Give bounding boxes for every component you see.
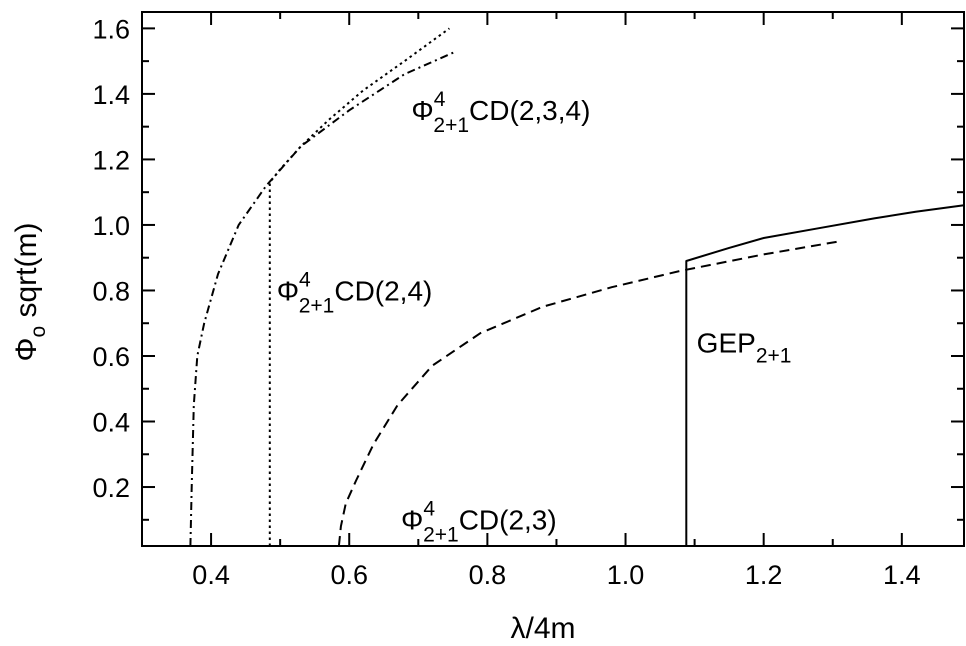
series-group bbox=[189, 27, 965, 547]
x-axis-label: λ/4m bbox=[510, 612, 575, 645]
annotation-superscript: 4 bbox=[299, 268, 311, 291]
annotation-subscript: 2+1 bbox=[433, 114, 469, 137]
x-tick-label: 1.2 bbox=[745, 560, 783, 590]
annotation-superscript: 4 bbox=[434, 88, 446, 111]
annotation-main: Φ bbox=[411, 95, 433, 126]
series-line-cd234 bbox=[189, 50, 457, 547]
y-axis-label-sub: o bbox=[27, 326, 50, 338]
y-tick-label: 1.4 bbox=[92, 80, 130, 110]
y-tick-label: 1.2 bbox=[92, 145, 130, 175]
y-tick-label: 0.2 bbox=[92, 473, 130, 503]
y-axis-label-main: Φ bbox=[10, 338, 43, 362]
annotation-rest: CD(2,3,4) bbox=[469, 95, 590, 126]
x-tick-label: 1.4 bbox=[883, 560, 921, 590]
x-tick-label: 0.4 bbox=[192, 560, 230, 590]
y-tick-label: 0.6 bbox=[92, 342, 130, 372]
y-axis-label-rest: sqrt(m) bbox=[10, 223, 43, 326]
axis-ticks: 0.4 0.6 0.8 1.0 1.2 1.4 0.2 0.4 0.6 0.8 1.0 1.2 1.4 1… bbox=[92, 12, 964, 590]
x-tick-label: 1.0 bbox=[607, 560, 645, 590]
annotation-main: Φ bbox=[277, 275, 299, 306]
annotation-superscript: 4 bbox=[423, 498, 435, 521]
y-tick-label: 0.8 bbox=[92, 276, 130, 306]
annotation-main: Φ bbox=[401, 505, 423, 536]
plot-border bbox=[141, 11, 965, 547]
y-tick-label: 1.0 bbox=[92, 211, 130, 241]
series-line-gep bbox=[685, 204, 965, 546]
annotation-rest: CD(2,4) bbox=[334, 275, 432, 306]
annotations: Φ4 2+1CD(2,3,4)Φ4 2+1CD(2,4)Φ4 2+1CD(2,3)GE… bbox=[277, 88, 792, 547]
annotation-cd234: Φ4 2+1CD(2,3,4) bbox=[411, 88, 590, 137]
x-tick-label: 0.8 bbox=[469, 560, 507, 590]
annotation-cd23: Φ4 2+1CD(2,3) bbox=[401, 498, 557, 547]
x-tick-label: 0.6 bbox=[330, 560, 368, 590]
annotation-main: GEP bbox=[697, 328, 756, 359]
annotation-cd24: Φ4 2+1CD(2,4) bbox=[277, 268, 433, 317]
annotation-subscript: 2+1 bbox=[423, 524, 459, 547]
series-line-cd24 bbox=[268, 27, 450, 546]
y-tick-label: 0.4 bbox=[92, 408, 130, 438]
annotation-subscript: 2+1 bbox=[299, 294, 335, 317]
y-tick-label: 1.6 bbox=[92, 14, 130, 44]
plot-frame bbox=[141, 11, 965, 547]
annotation-subscript: 2+1 bbox=[756, 345, 792, 368]
annotation-rest: CD(2,3) bbox=[459, 505, 557, 536]
y-axis-label: Φo sqrt(m) bbox=[10, 223, 50, 362]
annotation-gep: GEP2+1 bbox=[697, 328, 792, 368]
